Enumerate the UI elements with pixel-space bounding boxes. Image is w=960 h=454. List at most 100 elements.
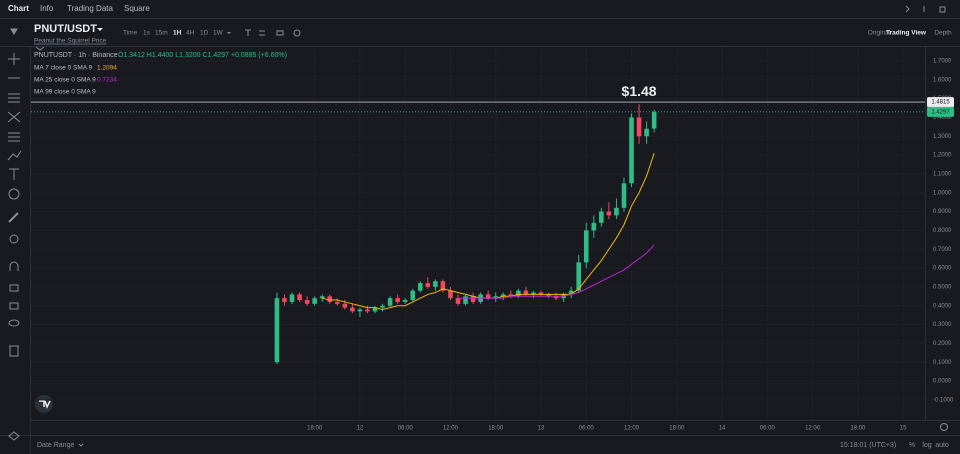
date-range-caret[interactable] xyxy=(78,443,84,447)
interval[interactable]: 1s xyxy=(143,30,151,37)
candle-body xyxy=(387,298,393,306)
scale-option[interactable]: log xyxy=(922,442,931,449)
interval[interactable]: 4H xyxy=(186,30,195,37)
interval[interactable]: Time xyxy=(123,30,138,37)
symbol-caret[interactable] xyxy=(97,28,103,31)
candle-body xyxy=(297,294,302,301)
candle-body xyxy=(576,262,582,291)
pitchfork-tool[interactable] xyxy=(7,111,21,123)
view-option[interactable]: Trading View xyxy=(886,30,927,37)
interval[interactable]: 1W xyxy=(213,30,224,37)
delete-tool[interactable] xyxy=(9,345,19,357)
candle-body xyxy=(531,292,536,295)
settings-icon[interactable] xyxy=(293,29,301,37)
x-tick-label: 18:00 xyxy=(488,426,504,432)
candle-body xyxy=(591,222,597,231)
magnet-tool[interactable] xyxy=(9,261,19,271)
x-tick-label: 15 xyxy=(900,426,907,432)
candle-body xyxy=(516,290,521,297)
y-tick-label: 1.6000 xyxy=(933,77,952,83)
header-icons xyxy=(35,5,946,51)
candle-body xyxy=(334,301,340,304)
legend-title: PNUTUSDT · 1h · Binance xyxy=(34,52,118,59)
nav-tab[interactable]: Info xyxy=(40,4,54,13)
price-tag xyxy=(927,106,954,117)
candle-body xyxy=(493,296,499,299)
logo-mark xyxy=(39,400,51,409)
nav-tab[interactable]: Trading Data xyxy=(67,4,114,13)
date-range[interactable]: Date Range xyxy=(37,442,74,449)
nav-tab[interactable]: Chart xyxy=(8,4,29,13)
y-tick-label: 0.0000 xyxy=(933,379,952,385)
candle-body xyxy=(651,111,657,129)
candle-body xyxy=(289,294,295,302)
candle-body xyxy=(485,294,491,299)
pattern-tool[interactable] xyxy=(7,150,22,161)
y-tick-label: 0.7000 xyxy=(933,247,952,253)
y-tick-label: 0.6000 xyxy=(933,266,952,272)
price-tag-label: 1.4815 xyxy=(931,100,950,106)
x-tick-label: 13 xyxy=(538,426,545,432)
indicator-icon[interactable] xyxy=(245,29,251,36)
y-tick-label: 0.9000 xyxy=(933,209,952,215)
view-option[interactable]: Original xyxy=(868,30,891,37)
candle-body xyxy=(327,296,333,302)
favorite-icon[interactable] xyxy=(10,28,18,35)
scale-option[interactable]: % xyxy=(909,442,915,449)
candle-body xyxy=(621,183,627,208)
y-tick-label: 1.7000 xyxy=(933,59,952,65)
indicator-value: 0.7234 xyxy=(97,77,117,84)
interval[interactable]: 1H xyxy=(173,30,182,37)
screenshot-icon[interactable] xyxy=(276,30,284,36)
symbol-subtitle[interactable]: Peanut the Squirrel Price xyxy=(34,38,107,45)
text-tool[interactable] xyxy=(9,168,19,180)
scale-option[interactable]: auto xyxy=(935,442,949,449)
indicator-label: MA 25 close 0 SMA 9 xyxy=(34,77,96,84)
zoom-tool[interactable] xyxy=(9,234,19,244)
interval[interactable]: 1D xyxy=(200,30,209,37)
interval[interactable]: 15m xyxy=(155,30,168,37)
view-option[interactable]: Depth xyxy=(934,30,952,37)
candle-body xyxy=(644,128,649,137)
y-tick-label: -0.1000 xyxy=(933,397,954,403)
crosshair-tool[interactable] xyxy=(8,53,20,65)
nav-tab[interactable]: Square xyxy=(124,4,150,13)
candle-body xyxy=(629,117,634,184)
channel-tool[interactable] xyxy=(8,93,20,103)
window-icons[interactable] xyxy=(905,5,946,13)
clock: 15:18:01 (UTC+3) xyxy=(840,442,896,449)
candle-body xyxy=(455,298,461,304)
x-tick-label: 18:00 xyxy=(307,426,323,432)
candle-body xyxy=(425,283,431,287)
lock-draw-tool[interactable] xyxy=(9,284,19,292)
candle-body xyxy=(312,298,317,304)
axis-settings-icon[interactable] xyxy=(940,423,948,431)
ruler-tool[interactable] xyxy=(8,212,19,223)
candle-body xyxy=(440,281,446,291)
x-tick-label: 14 xyxy=(719,426,726,432)
candle-body xyxy=(380,305,385,308)
y-tick-label: 1.4000 xyxy=(933,115,952,121)
lock-tool[interactable] xyxy=(9,302,19,310)
layers-icon[interactable] xyxy=(8,431,20,441)
candle-body xyxy=(402,300,408,302)
candle-body xyxy=(606,211,612,216)
compare-icon[interactable] xyxy=(259,30,265,36)
candle-body xyxy=(553,296,559,299)
fib-tool[interactable] xyxy=(8,132,20,142)
collapse-icon[interactable] xyxy=(35,46,45,51)
visibility-tool[interactable] xyxy=(8,319,20,327)
x-tick-label: 12:00 xyxy=(624,426,640,432)
candle-body xyxy=(417,283,423,291)
y-tick-label: 1.3000 xyxy=(933,134,952,140)
candle-body xyxy=(365,309,370,312)
x-tick-label: 12:00 xyxy=(443,426,459,432)
candle-body xyxy=(342,303,348,308)
indicator-label: MA 7 close 0 SMA 9 xyxy=(34,65,93,72)
interval-caret[interactable] xyxy=(227,32,231,34)
symbol[interactable]: PNUT/USDT xyxy=(34,23,97,35)
candle-body xyxy=(350,307,355,312)
emoji-tool[interactable] xyxy=(8,188,20,200)
candle-body xyxy=(274,298,280,363)
indicator-value: 1.2094 xyxy=(97,65,117,72)
